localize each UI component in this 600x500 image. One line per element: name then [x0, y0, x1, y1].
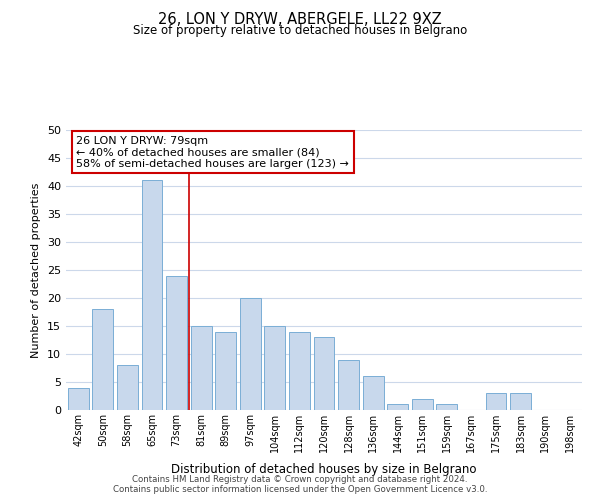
Bar — [142, 180, 163, 410]
Bar — [117, 365, 138, 410]
Bar — [338, 360, 359, 410]
Bar — [412, 399, 433, 410]
Bar — [191, 326, 212, 410]
Text: 26, LON Y DRYW, ABERGELE, LL22 9XZ: 26, LON Y DRYW, ABERGELE, LL22 9XZ — [158, 12, 442, 28]
Bar — [510, 393, 531, 410]
Bar — [436, 404, 457, 410]
X-axis label: Distribution of detached houses by size in Belgrano: Distribution of detached houses by size … — [171, 464, 477, 476]
Bar — [215, 332, 236, 410]
Bar — [68, 388, 89, 410]
Bar — [362, 376, 383, 410]
Bar — [240, 298, 261, 410]
Bar — [265, 326, 286, 410]
Bar — [314, 337, 334, 410]
Bar — [387, 404, 408, 410]
Bar — [166, 276, 187, 410]
Text: Size of property relative to detached houses in Belgrano: Size of property relative to detached ho… — [133, 24, 467, 37]
Bar — [485, 393, 506, 410]
Text: Contains HM Land Registry data © Crown copyright and database right 2024.
Contai: Contains HM Land Registry data © Crown c… — [113, 474, 487, 494]
Y-axis label: Number of detached properties: Number of detached properties — [31, 182, 41, 358]
Text: 26 LON Y DRYW: 79sqm
← 40% of detached houses are smaller (84)
58% of semi-detac: 26 LON Y DRYW: 79sqm ← 40% of detached h… — [76, 136, 349, 169]
Bar — [289, 332, 310, 410]
Bar — [92, 309, 113, 410]
